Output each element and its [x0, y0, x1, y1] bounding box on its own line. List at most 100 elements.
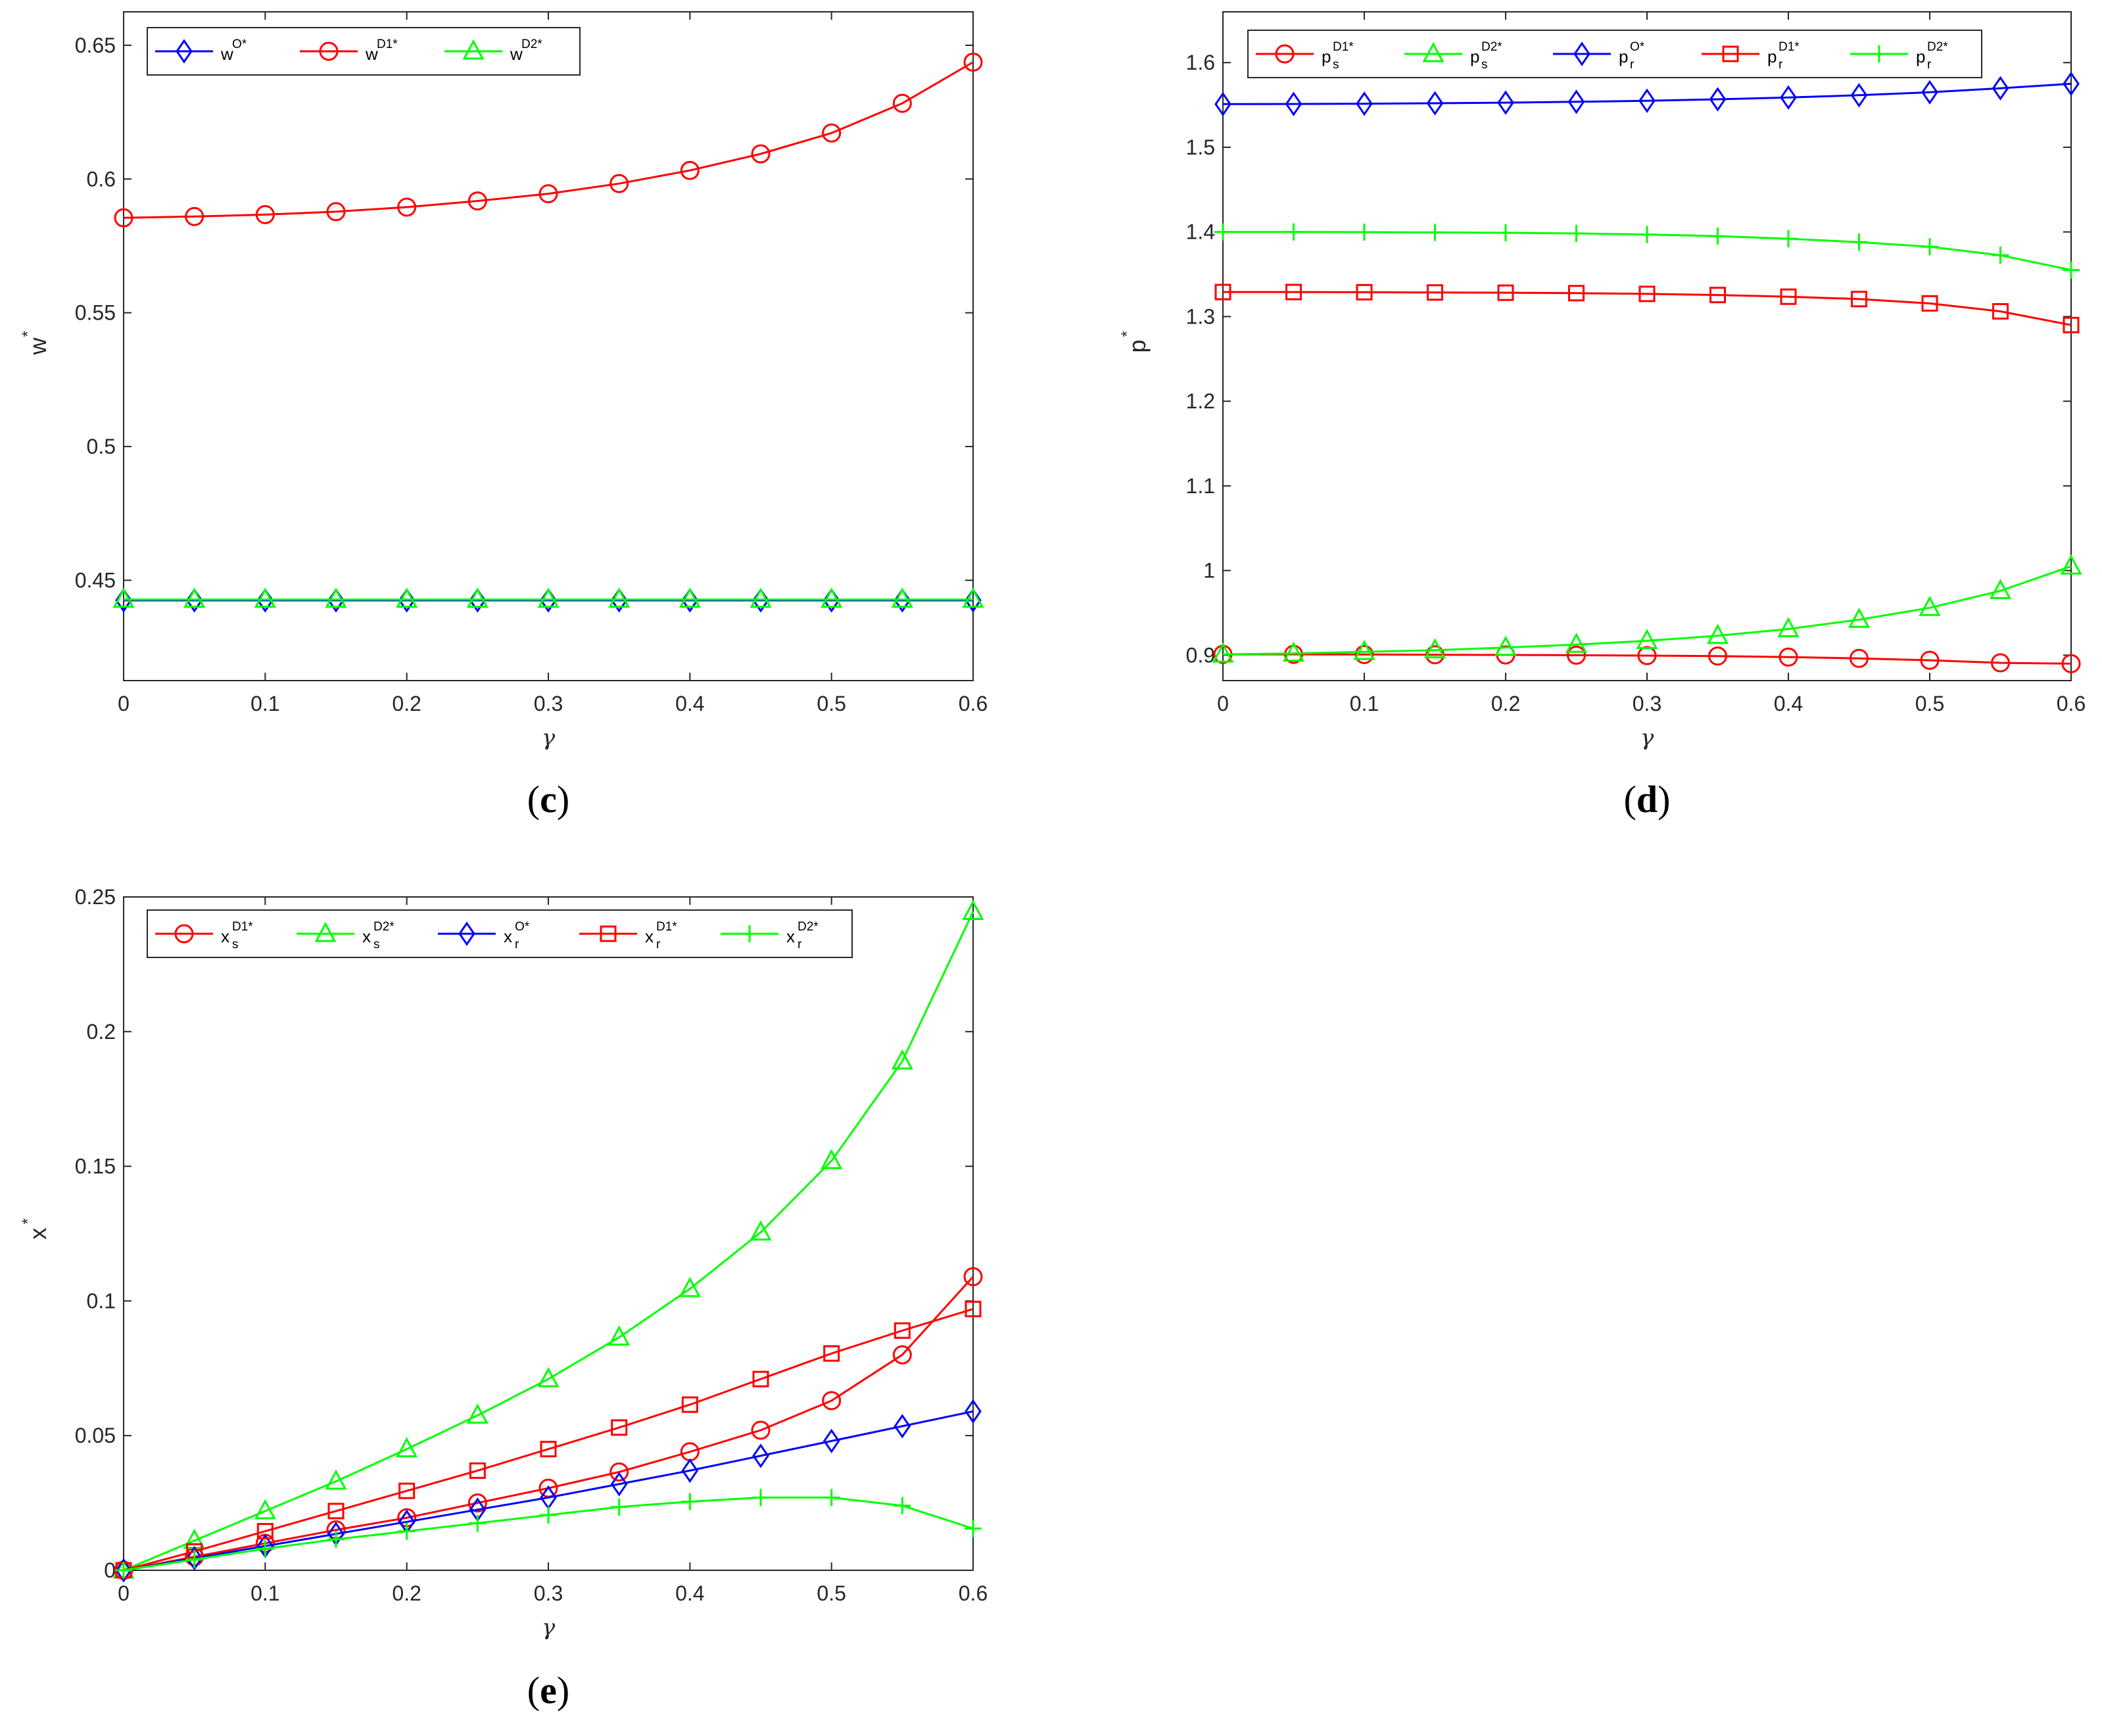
data-point [1214, 223, 1231, 241]
data-point [397, 197, 417, 217]
data-point [751, 1420, 771, 1440]
caption-close: ) [557, 778, 569, 821]
data-point [608, 1325, 631, 1346]
y-tick-label: 0.65 [75, 34, 116, 57]
data-point [1214, 91, 1231, 116]
y-tick-label: 0.55 [75, 301, 116, 325]
x-tick-label: 0.1 [251, 1581, 279, 1605]
data-point [681, 1396, 698, 1413]
data-point [1497, 284, 1514, 301]
data-point [1921, 80, 1938, 105]
data-point [1494, 635, 1517, 656]
y-tick-label: 0.9 [1186, 643, 1215, 667]
legend-box [1247, 30, 1982, 78]
legend-label-sub: r [515, 938, 519, 952]
legend-label-sup: D1* [377, 37, 398, 51]
data-point [398, 1522, 416, 1540]
data-point [1356, 283, 1373, 301]
data-point [1638, 88, 1656, 113]
x-axis-label: γ [542, 1614, 556, 1641]
legend-label-base: x [645, 927, 654, 946]
data-point [965, 1301, 982, 1318]
data-point [1779, 647, 1798, 667]
data-point [327, 1503, 345, 1520]
y-tick-label: 0.15 [75, 1155, 116, 1178]
data-point [256, 1540, 274, 1558]
caption-letter: d [1636, 778, 1658, 821]
legend-entry: x D2* r [721, 920, 819, 952]
legend-label-base: x [786, 927, 795, 946]
legend-label-sub: r [1779, 58, 1783, 72]
data-point [1780, 85, 1797, 110]
y-tick-label: 1.5 [1186, 135, 1215, 159]
data-point [1565, 633, 1588, 653]
series-xrD2* [115, 1489, 982, 1579]
data-point [467, 1493, 487, 1513]
legend-label-sup: O* [515, 920, 530, 934]
legend: p D1*s p D2*s p O*r p D1*r p D2*r [1247, 30, 1982, 78]
legend-entry: p O* r [1553, 40, 1645, 72]
data-point [609, 174, 629, 193]
x-tick-label: 0.3 [534, 692, 563, 715]
x-tick-label: 0.2 [392, 1581, 421, 1605]
legend-label-base: w [365, 44, 378, 64]
data-point [1285, 223, 1302, 241]
legend-entry: p D1* s [1256, 40, 1354, 72]
y-tick-label: 1.6 [1186, 51, 1215, 74]
legend-label-sup: O* [232, 37, 247, 51]
data-point [1780, 230, 1797, 248]
x-tick-label: 0.5 [1915, 692, 1944, 715]
series-line [1222, 82, 2072, 105]
y-tick-label: 0 [104, 1558, 116, 1582]
series-line [123, 61, 974, 219]
data-point [822, 123, 842, 143]
data-point [537, 1367, 560, 1387]
data-point [1568, 285, 1585, 302]
data-point [1850, 233, 1868, 251]
data-point [1497, 224, 1514, 241]
data-point [750, 1220, 772, 1241]
legend-label-base: x [362, 927, 371, 946]
data-point [2063, 71, 2080, 97]
legend-label-sup: D1* [656, 920, 677, 934]
legend-entry: x D1* r [579, 920, 677, 952]
legend-entry: p D1* r [1702, 40, 1800, 72]
legend-label-base: p [1767, 47, 1777, 66]
legend: x D1*s x D2*s x O*r x D1*r x D2*r [147, 909, 853, 958]
series-psD1* [1213, 644, 2081, 673]
x-tick-label: 0.2 [392, 692, 421, 715]
series-prO* [1214, 71, 2080, 116]
data-point [1991, 653, 2010, 673]
panel-caption: (d) [1624, 778, 1671, 821]
x-tick-label: 0 [1217, 692, 1229, 715]
data-point [1638, 226, 1656, 243]
legend-marker [1871, 45, 1888, 62]
legend-label-sup: D1* [1779, 40, 1800, 54]
x-tick-label: 0.1 [251, 692, 279, 715]
legend-entry: wO* [155, 37, 247, 64]
data-point [962, 900, 984, 921]
legend-label-sub: r [1927, 58, 1932, 72]
data-point [540, 1441, 557, 1458]
data-point [1989, 579, 2012, 600]
data-point [679, 1276, 701, 1297]
data-point [1282, 641, 1305, 662]
legend-marker [174, 924, 194, 944]
data-point [608, 587, 631, 608]
legend-entry: x D1* s [155, 920, 253, 952]
caption-open: ( [1624, 778, 1636, 821]
data-point [183, 587, 206, 608]
data-point [894, 1414, 911, 1439]
y-axis-label-text: x [24, 1228, 51, 1240]
data-point [752, 1489, 769, 1507]
series-line [1222, 565, 2072, 656]
x-axis-label: γ [542, 725, 556, 751]
data-point [185, 1545, 203, 1571]
data-point [327, 1530, 345, 1548]
data-point [540, 1507, 557, 1524]
data-point [1427, 284, 1443, 301]
data-point [326, 202, 346, 222]
data-point [892, 1345, 912, 1364]
legend-label-sub: s [232, 938, 239, 952]
legend-entry: x O* r [438, 920, 530, 952]
